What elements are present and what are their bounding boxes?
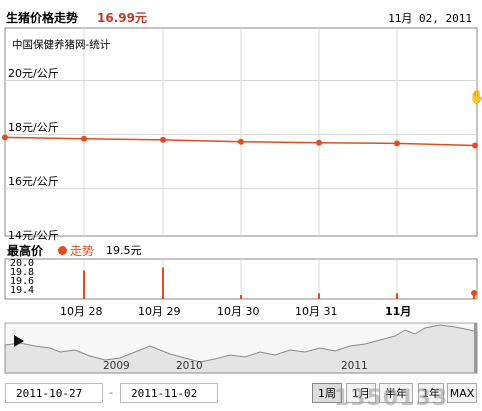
- x-tick-label: 10月 29: [138, 305, 181, 318]
- x-tick-label: 10月 28: [60, 305, 103, 318]
- bar-end-point: [471, 290, 477, 296]
- price-line-chart[interactable]: [0, 0, 482, 240]
- bar-y-tick-label: 19.8: [10, 267, 35, 278]
- series-points: [2, 134, 478, 149]
- data-point: [316, 139, 322, 146]
- data-source-label: 中国保健养猪网-统计: [12, 39, 111, 51]
- x-tick-label: 10月 31: [295, 305, 338, 318]
- zoom-hand-icon[interactable]: ✋: [469, 90, 482, 105]
- navigator-area: [4, 324, 478, 374]
- data-point: [2, 134, 8, 141]
- y-tick-label: 18元/公斤: [8, 120, 59, 134]
- main-grid: [5, 28, 477, 236]
- navigator-handle: [474, 323, 477, 373]
- x-tick-label: 10月 30: [217, 305, 260, 318]
- range-button[interactable]: 1月: [346, 383, 376, 403]
- current-price: 16.99元: [97, 11, 147, 25]
- range-button[interactable]: MAX: [447, 383, 477, 403]
- play-icon[interactable]: [14, 335, 24, 347]
- stat-label: 最高价: [7, 244, 44, 258]
- high-price-bar: [240, 295, 242, 299]
- y-tick-label: 16元/公斤: [8, 174, 59, 188]
- bar-marks: [83, 267, 477, 299]
- navigator-year-label: 2011: [341, 360, 368, 372]
- y-tick-label: 14元/公斤: [8, 228, 59, 242]
- range-from-input[interactable]: 2011-10-27: [5, 383, 103, 403]
- high-price-bar: [473, 295, 475, 299]
- data-point: [81, 135, 87, 142]
- high-price-bar-chart: [4, 258, 478, 300]
- y-tick-label: 20元/公斤: [8, 66, 59, 80]
- x-tick-label: 11月: [385, 305, 412, 318]
- range-button[interactable]: 1年: [418, 383, 444, 403]
- data-point: [160, 136, 166, 143]
- range-button[interactable]: 半年: [379, 383, 413, 403]
- high-price-bar: [162, 267, 164, 299]
- data-point: [394, 140, 400, 147]
- legend-series-name: 走势: [70, 244, 95, 258]
- high-price-bar: [83, 270, 85, 299]
- range-to-input[interactable]: 2011-11-02: [120, 383, 218, 403]
- legend-value: 19.5元: [106, 244, 142, 257]
- chart-title: 生猪价格走势: [6, 11, 79, 25]
- bar-y-tick-label: 19.6: [10, 276, 35, 287]
- navigator-year-label: 2010: [176, 360, 203, 372]
- high-price-bar: [396, 293, 398, 299]
- navigator-year-label: 2009: [103, 360, 130, 372]
- legend-dot-icon: [58, 246, 67, 255]
- current-date: 11月 02, 2011: [388, 12, 472, 25]
- high-price-bar: [318, 293, 320, 299]
- range-separator: -: [109, 386, 113, 399]
- bar-y-tick-label: 19.4: [10, 285, 35, 296]
- data-point: [238, 138, 244, 145]
- navigator[interactable]: [0, 0, 482, 380]
- bar-y-tick-label: 20.0: [10, 258, 35, 269]
- data-point: [472, 142, 478, 149]
- watermark: 1350133: [334, 386, 449, 411]
- range-button[interactable]: 1周: [312, 383, 342, 403]
